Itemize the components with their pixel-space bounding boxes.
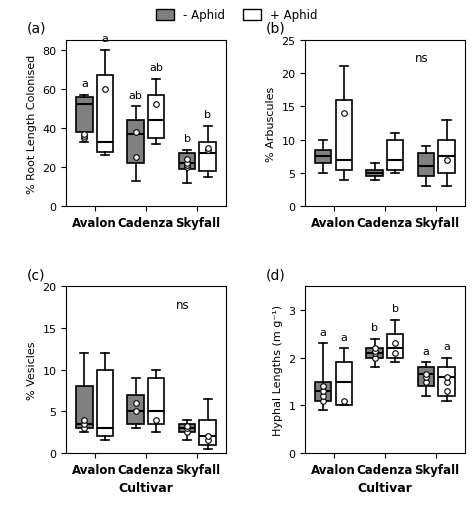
Text: ns: ns	[176, 298, 190, 312]
Text: b: b	[392, 303, 399, 314]
Bar	[76, 97, 92, 133]
X-axis label: Cultivar: Cultivar	[118, 481, 173, 494]
Bar	[438, 140, 455, 174]
Bar	[336, 101, 352, 171]
Y-axis label: % Root Length Colonised: % Root Length Colonised	[27, 54, 37, 193]
Text: a: a	[443, 342, 450, 351]
Bar	[76, 386, 92, 428]
X-axis label: Cultivar: Cultivar	[357, 481, 412, 494]
Text: (a): (a)	[27, 22, 46, 36]
Bar	[438, 367, 455, 396]
Text: (d): (d)	[265, 268, 285, 282]
Bar	[315, 151, 331, 164]
Bar	[179, 154, 195, 170]
Bar	[315, 382, 331, 401]
Text: (b): (b)	[265, 22, 285, 36]
Y-axis label: % Arbuscules: % Arbuscules	[266, 87, 276, 161]
Text: a: a	[340, 332, 347, 342]
Bar	[336, 363, 352, 406]
Text: a: a	[320, 327, 327, 337]
Bar	[179, 424, 195, 432]
Text: b: b	[204, 110, 211, 120]
Bar	[366, 171, 383, 177]
Bar	[200, 143, 216, 172]
Y-axis label: % Vesicles: % Vesicles	[27, 341, 37, 399]
Bar	[148, 378, 164, 424]
Legend: - Aphid, + Aphid: - Aphid, + Aphid	[153, 6, 321, 26]
Text: ns: ns	[415, 52, 428, 65]
Text: a: a	[422, 346, 429, 356]
Text: (c): (c)	[27, 268, 45, 282]
Bar	[128, 121, 144, 164]
Bar	[97, 370, 113, 436]
Bar	[148, 96, 164, 138]
Bar	[387, 140, 403, 171]
Text: b: b	[371, 322, 378, 332]
Bar	[418, 154, 434, 177]
Bar	[97, 76, 113, 152]
Bar	[128, 395, 144, 424]
Text: ab: ab	[149, 63, 163, 73]
Text: a: a	[101, 34, 109, 44]
Bar	[387, 334, 403, 358]
Text: a: a	[81, 79, 88, 89]
Bar	[418, 367, 434, 386]
Bar	[200, 420, 216, 445]
Text: ab: ab	[129, 91, 143, 101]
Bar	[366, 349, 383, 358]
Y-axis label: Hyphal Lengths (m g⁻¹): Hyphal Lengths (m g⁻¹)	[273, 304, 283, 435]
Text: b: b	[183, 134, 191, 144]
